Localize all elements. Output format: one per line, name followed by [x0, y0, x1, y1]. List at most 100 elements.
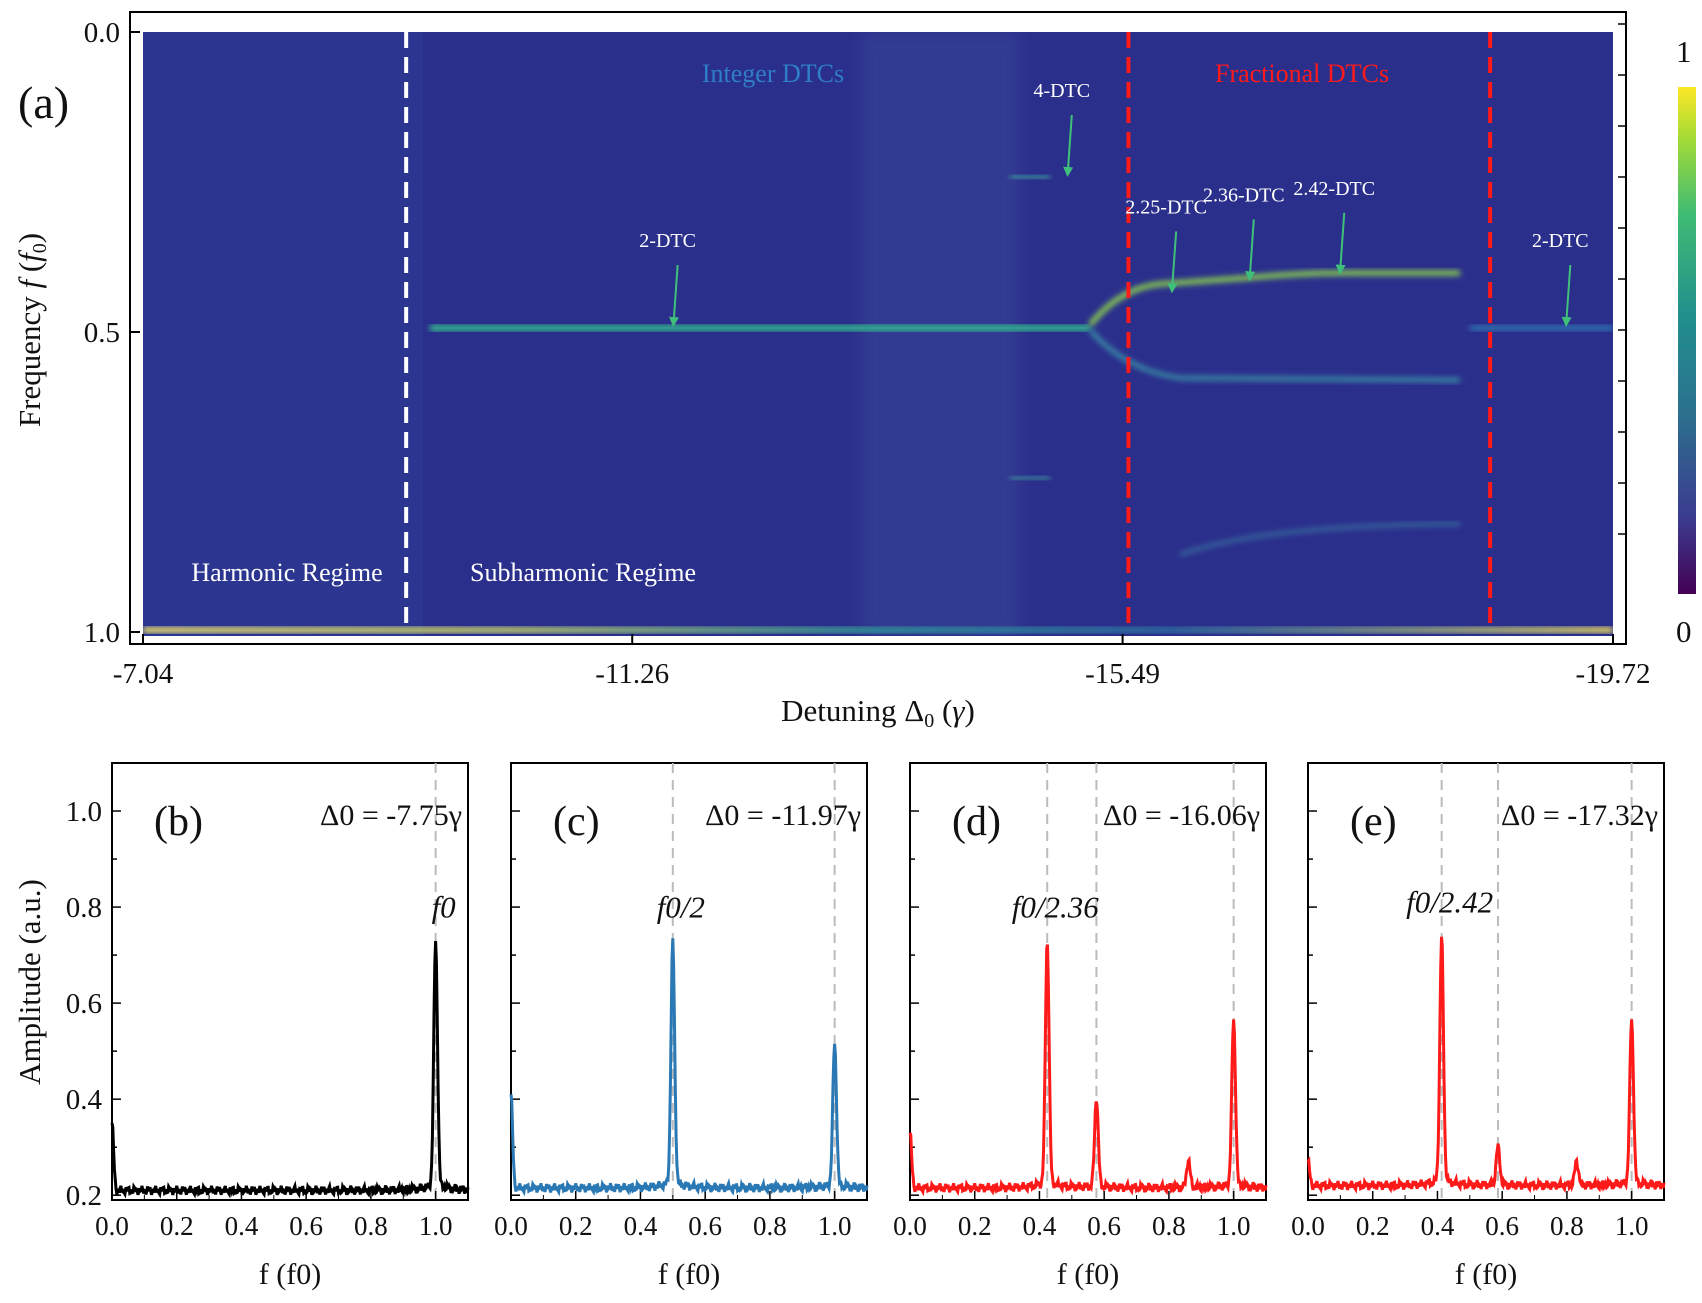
heatmap-shade-center: [860, 32, 1020, 636]
x-tick-label: 0.4: [1421, 1211, 1455, 1241]
fractional-dtcs-label: Fractional DTCs: [1215, 59, 1389, 88]
x-tick-label: 0.2: [559, 1211, 593, 1241]
dtc-annotation-label: 2.25-DTC: [1125, 196, 1207, 218]
fundamental-line: [143, 627, 1613, 633]
dtc-annotation-arrow: [669, 264, 679, 327]
dtc-annotation: 2.25-DTC: [1125, 196, 1207, 294]
x-tick-label: -11.26: [595, 658, 669, 690]
delta-label: Δ0 = -7.75γ: [320, 799, 462, 832]
x-tick-label: 1.0: [1615, 1211, 1649, 1241]
spectrum-line: [509, 938, 869, 1197]
x-tick-label: -15.49: [1085, 658, 1160, 690]
heatmap: [143, 32, 1613, 636]
dtc-annotation: 2-DTC: [1532, 230, 1589, 327]
dtc-annotation-label: 2.36-DTC: [1203, 184, 1285, 206]
fractional-faint-branch: [1179, 522, 1461, 557]
y-tick-label: 0.2: [66, 1180, 102, 1212]
two-dtc-line-right: [1470, 325, 1613, 331]
x-tick-label: 0.6: [289, 1211, 323, 1241]
x-tick-label: 0.2: [1356, 1211, 1390, 1241]
y-tick-label: 0.5: [84, 317, 120, 349]
x-tick-label: -19.72: [1576, 658, 1651, 690]
peak-label: f0: [432, 889, 457, 924]
amplitude-ylabel: Amplitude (a.u.): [12, 879, 47, 1085]
dtc-annotation: 2.36-DTC: [1203, 184, 1285, 282]
spectrum-line: [908, 944, 1268, 1197]
peak-label: f0/2.42: [1406, 885, 1493, 920]
dtc-annotation: 4-DTC: [1033, 80, 1090, 177]
y-tick-label: 0.4: [66, 1084, 103, 1116]
x-tick-label: 0.2: [958, 1211, 992, 1241]
spectrum-panel: 0.0 0.2 0.4 0.6 0.8 1.0 (e) Δ0 = -17.32γ f0/2.42…: [1291, 762, 1666, 1291]
x-tick-label: 0.4: [225, 1211, 259, 1241]
y-tick-label: 1.0: [66, 796, 102, 828]
x-tick-label: 1.0: [818, 1211, 852, 1241]
x-tick-label: 0.8: [354, 1211, 388, 1241]
x-tick-label: 0.6: [1087, 1211, 1121, 1241]
x-tick-label: 0.0: [1291, 1211, 1325, 1241]
x-tick-label: 0.6: [688, 1211, 722, 1241]
dtc-annotation-label: 2-DTC: [1532, 230, 1589, 252]
x-tick-label: 0.2: [160, 1211, 194, 1241]
y-tick-label: 0.0: [84, 17, 120, 49]
x-tick-label: 0.4: [624, 1211, 658, 1241]
x-tick-label: 0.0: [893, 1211, 927, 1241]
spectrum-frame: [1307, 762, 1665, 1201]
y-tick-label: 0.8: [66, 892, 102, 924]
peak-label: f0/2: [657, 889, 705, 924]
integer-dtcs-label: Integer DTCs: [702, 59, 844, 88]
panel-letter: (b): [154, 799, 203, 845]
heatmap-frame: [129, 11, 1627, 645]
heatmap-xlabel: Detuning Δ0 (γ): [781, 693, 975, 732]
x-tick-label: 0.0: [95, 1211, 129, 1241]
colorbar-min-label: 0: [1676, 614, 1692, 649]
delta-label: Δ0 = -11.97γ: [705, 799, 861, 832]
colorbar-max-label: 1: [1676, 34, 1692, 69]
spectrum-frame: [510, 762, 868, 1201]
spectrum-xlabel: f (f0): [1455, 1258, 1517, 1291]
spectrum-line: [110, 940, 470, 1199]
panel-letter: (d): [952, 799, 1001, 845]
dtc-annotation: 2-DTC: [639, 230, 696, 327]
spectrum-panel: 0.0 0.2 0.4 0.6 0.8 1.0 (d) Δ0 = -16.06γ f0/2.36…: [893, 762, 1268, 1291]
x-tick-label: 0.4: [1023, 1211, 1057, 1241]
delta-label: Δ0 = -17.32γ: [1501, 799, 1658, 832]
delta-label: Δ0 = -16.06γ: [1103, 799, 1260, 832]
harmonic-regime-label: Harmonic Regime: [191, 558, 382, 587]
x-tick-label: 0.8: [753, 1211, 787, 1241]
dtc-annotation-arrow: [1063, 114, 1074, 177]
dtc-annotation-arrow: [1561, 264, 1572, 327]
spectrum-panel: 0.0 0.2 0.4 0.6 0.8 1.00.20.40.60.81.0 (b) Δ0 =…: [66, 762, 470, 1291]
spectrum-frame: [111, 762, 469, 1201]
dtc-annotation-arrow: [1335, 212, 1346, 275]
x-tick-label: -7.04: [113, 658, 174, 690]
x-tick-label: 0.6: [1485, 1211, 1519, 1241]
dtc-annotation: 2.42-DTC: [1293, 178, 1375, 275]
dtc-annotation-arrow: [1245, 219, 1256, 282]
dtc-annotation-label: 2.42-DTC: [1293, 178, 1375, 200]
colorbar: [1678, 87, 1696, 594]
y-tick-label: 0.6: [66, 988, 102, 1020]
dtc-annotation-label: 2-DTC: [639, 230, 696, 252]
x-tick-label: 1.0: [419, 1211, 453, 1241]
subharmonic-regime-label: Subharmonic Regime: [470, 558, 696, 587]
heatmap-ticks: -7.04 -11.26 -15.49 -19.72 0.0 0.5 1.0: [84, 17, 1651, 690]
x-tick-label: 1.0: [1217, 1211, 1251, 1241]
peak-label: f0/2.36: [1012, 889, 1099, 924]
x-tick-label: 0.8: [1152, 1211, 1186, 1241]
x-tick-label: 0.0: [494, 1211, 528, 1241]
spectrum-xlabel: f (f0): [658, 1258, 720, 1291]
dtc-annotation-label: 4-DTC: [1033, 80, 1090, 102]
spectrum-frame: [909, 762, 1267, 1201]
dtc-annotation-arrow: [1167, 231, 1178, 294]
x-tick-label: 0.8: [1550, 1211, 1584, 1241]
panel-a-label: (a): [18, 77, 69, 128]
four-dtc-blip-lower: [1010, 476, 1050, 480]
fractional-lower-branch: [1088, 328, 1461, 382]
panel-letter: (c): [553, 799, 600, 845]
heatmap-ylabel: Frequency f (f0): [12, 233, 51, 427]
spectrum-line: [1306, 936, 1666, 1194]
heatmap-shade-left: [143, 32, 423, 636]
regime-boundaries: [404, 32, 1493, 632]
